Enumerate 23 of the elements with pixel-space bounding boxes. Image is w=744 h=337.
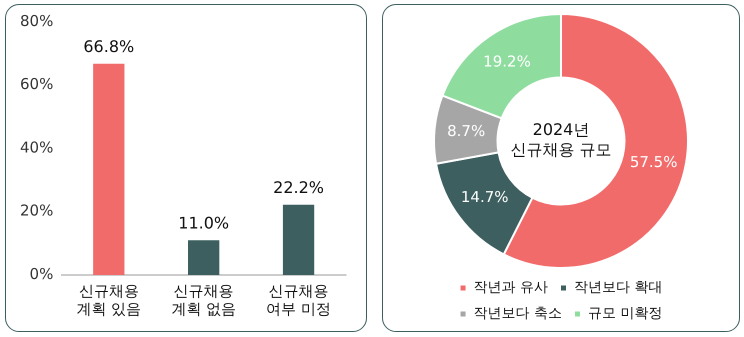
legend-label: 작년보다 확대 (574, 280, 662, 296)
bar (93, 64, 124, 275)
legend-label: 작년보다 축소 (474, 306, 562, 322)
data-label: 22.2% (273, 178, 324, 197)
y-tick-label: 80% (20, 12, 54, 30)
data-label: 19.2% (483, 52, 531, 70)
data-label: 57.5% (630, 152, 678, 171)
x-tick-label: 신규채용 계획 있음 (76, 282, 142, 318)
y-tick-label: 60% (20, 75, 54, 94)
y-tick-label: 40% (20, 138, 54, 156)
y-tick-label: 20% (20, 202, 54, 220)
x-tick-label: 신규채용 여부 미정 (266, 282, 331, 318)
legend-label: 규모 미확정 (588, 306, 662, 322)
data-label: 8.7% (447, 122, 486, 140)
x-tick-label: 신규채용 계획 없음 (171, 282, 236, 318)
bar (188, 240, 220, 275)
data-label: 66.8% (83, 36, 134, 56)
y-tick-label: 0% (30, 264, 54, 283)
bar (282, 204, 314, 275)
legend-label: 작년과 유사 (474, 280, 548, 296)
data-label: 14.7% (460, 188, 509, 206)
data-label: 11.0% (178, 213, 230, 232)
text: 2024년 신규채용 규모 (510, 120, 612, 160)
